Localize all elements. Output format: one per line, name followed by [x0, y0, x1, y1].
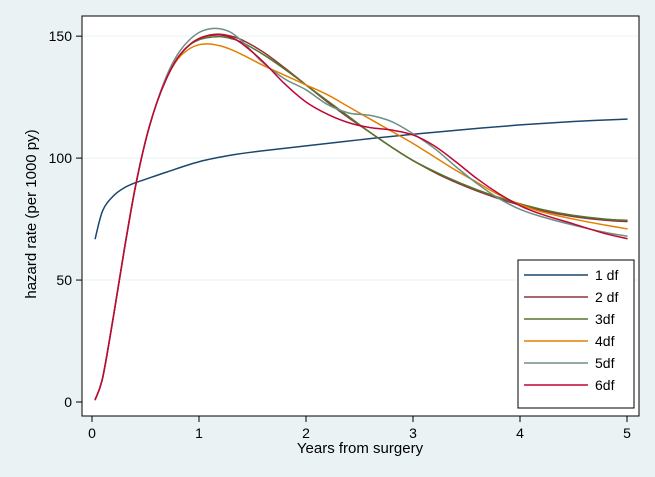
x-tick-label: 2	[302, 425, 310, 441]
legend-label: 1 df	[595, 267, 618, 283]
legend-label: 3df	[595, 311, 615, 327]
y-tick-label: 50	[56, 272, 72, 288]
x-tick-label: 0	[88, 425, 96, 441]
series-line	[94, 34, 628, 401]
y-axis-title: hazard rate (per 1000 py)	[23, 129, 40, 298]
x-tick-label: 5	[623, 425, 631, 441]
x-tick-label: 4	[516, 425, 524, 441]
legend-label: 6df	[595, 377, 615, 393]
series-line	[94, 118, 628, 240]
legend: 1 df 2 df 3df 4df 5df 6df	[517, 259, 635, 409]
y-tick-label: 100	[49, 150, 73, 166]
legend-label: 2 df	[595, 289, 618, 305]
legend-label: 5df	[595, 355, 615, 371]
x-axis-title: Years from surgery	[297, 440, 424, 457]
axes: 0 50 100 150 0 1 2 3 4 5	[49, 28, 631, 441]
y-tick-label: 0	[64, 394, 72, 410]
x-tick-label: 3	[409, 425, 417, 441]
x-tick-label: 1	[195, 425, 203, 441]
series-lines	[94, 27, 628, 401]
legend-label: 4df	[595, 333, 615, 349]
y-tick-label: 150	[49, 28, 73, 44]
legend-box	[517, 259, 635, 409]
